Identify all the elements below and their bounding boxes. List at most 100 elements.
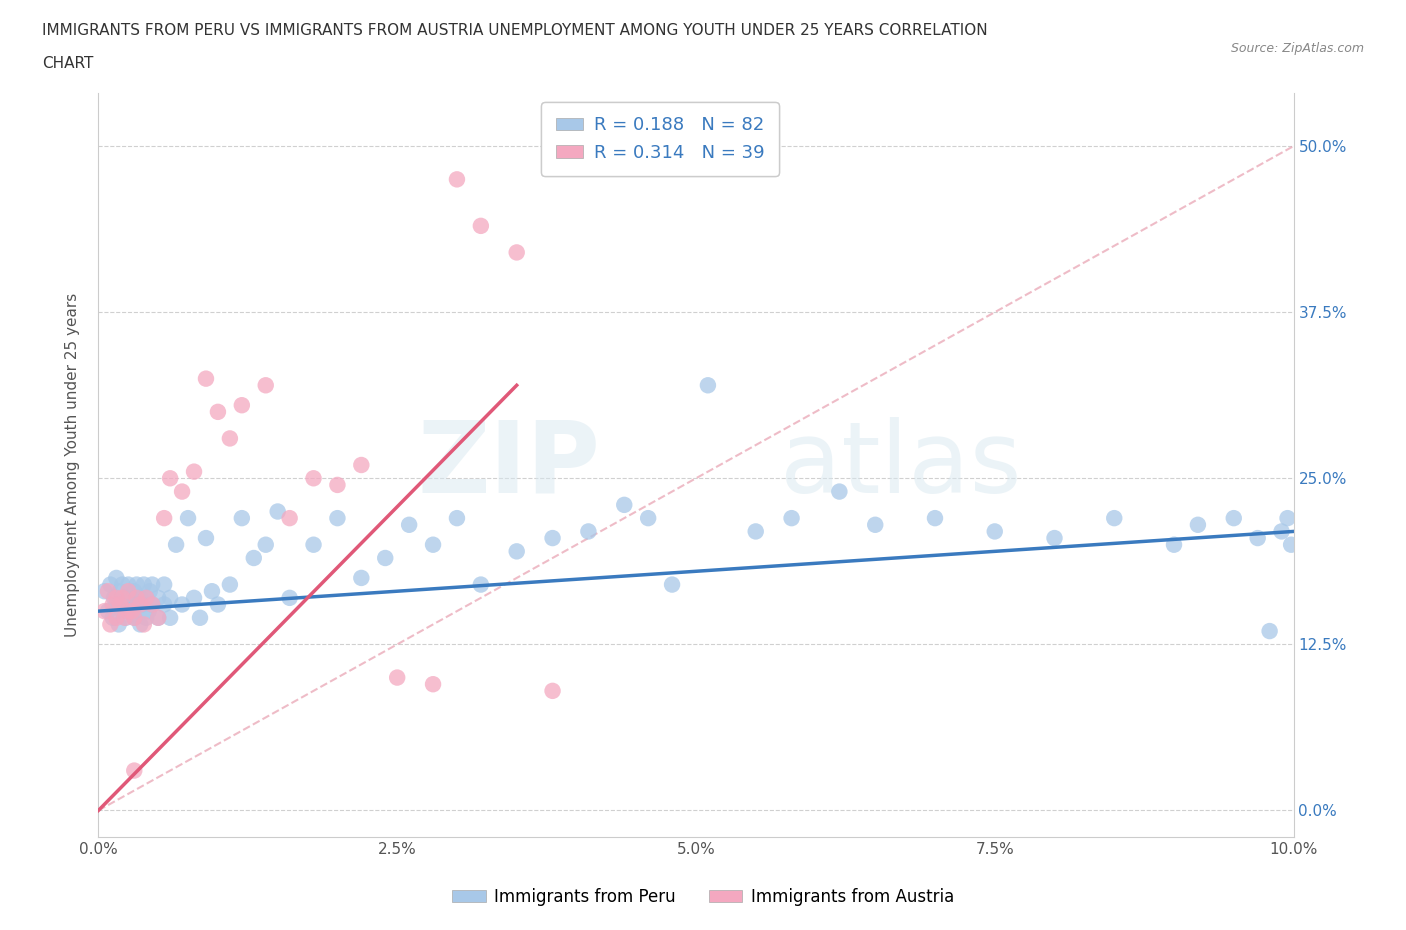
Point — [350, 570, 373, 585]
Point — [124, 584, 146, 599]
Point — [132, 578, 155, 592]
Point — [129, 591, 152, 605]
Point — [103, 591, 125, 605]
Point — [114, 610, 136, 625]
Point — [108, 597, 131, 612]
Point — [422, 677, 444, 692]
Point — [422, 538, 444, 552]
Point — [350, 458, 373, 472]
Point — [177, 511, 200, 525]
Point — [243, 551, 266, 565]
Point — [1271, 524, 1294, 538]
Point — [1043, 531, 1066, 546]
Point — [124, 764, 146, 778]
Point — [98, 617, 122, 631]
Point — [105, 597, 128, 612]
Point — [141, 578, 163, 592]
Point — [506, 245, 529, 259]
Point — [117, 597, 139, 612]
Point — [278, 511, 301, 525]
Point — [121, 604, 143, 618]
Point — [267, 504, 290, 519]
Point — [780, 511, 803, 525]
Point — [131, 597, 153, 612]
Point — [172, 597, 194, 612]
Point — [93, 604, 115, 618]
Point — [613, 498, 636, 512]
Point — [107, 617, 129, 631]
Point — [135, 610, 157, 625]
Point — [132, 617, 155, 631]
Text: Source: ZipAtlas.com: Source: ZipAtlas.com — [1230, 42, 1364, 55]
Legend: Immigrants from Peru, Immigrants from Austria: Immigrants from Peru, Immigrants from Au… — [446, 881, 960, 912]
Point — [135, 591, 157, 605]
Point — [93, 584, 115, 599]
Point — [159, 471, 181, 485]
Point — [278, 591, 301, 605]
Point — [101, 610, 124, 625]
Point — [127, 597, 149, 612]
Point — [1223, 511, 1246, 525]
Point — [470, 219, 492, 233]
Point — [105, 570, 128, 585]
Point — [141, 597, 163, 612]
Point — [120, 591, 142, 605]
Point — [374, 551, 396, 565]
Point — [302, 471, 325, 485]
Point — [446, 511, 468, 525]
Point — [924, 511, 946, 525]
Point — [125, 578, 148, 592]
Point — [207, 405, 229, 419]
Point — [114, 591, 136, 605]
Point — [117, 578, 139, 592]
Point — [398, 517, 420, 532]
Point — [201, 584, 224, 599]
Text: CHART: CHART — [42, 56, 94, 71]
Point — [302, 538, 325, 552]
Point — [117, 604, 139, 618]
Point — [254, 378, 277, 392]
Point — [98, 578, 122, 592]
Point — [1258, 624, 1281, 639]
Point — [153, 511, 176, 525]
Point — [124, 610, 146, 625]
Legend: R = 0.188   N = 82, R = 0.314   N = 39: R = 0.188 N = 82, R = 0.314 N = 39 — [541, 102, 779, 176]
Point — [183, 464, 205, 479]
Point — [1104, 511, 1126, 525]
Point — [1247, 531, 1270, 546]
Point — [183, 591, 205, 605]
Point — [97, 604, 120, 618]
Point — [105, 610, 128, 625]
Point — [111, 591, 134, 605]
Point — [138, 604, 160, 618]
Point — [1279, 538, 1302, 552]
Text: IMMIGRANTS FROM PERU VS IMMIGRANTS FROM AUSTRIA UNEMPLOYMENT AMONG YOUTH UNDER 2: IMMIGRANTS FROM PERU VS IMMIGRANTS FROM … — [42, 23, 988, 38]
Point — [129, 617, 152, 631]
Point — [153, 578, 176, 592]
Point — [111, 604, 134, 618]
Point — [254, 538, 277, 552]
Point — [637, 511, 659, 525]
Y-axis label: Unemployment Among Youth under 25 years: Unemployment Among Youth under 25 years — [65, 293, 80, 637]
Text: atlas: atlas — [779, 417, 1021, 513]
Point — [135, 591, 157, 605]
Point — [172, 485, 194, 499]
Point — [470, 578, 492, 592]
Point — [115, 610, 138, 625]
Point — [219, 578, 242, 592]
Point — [1163, 538, 1185, 552]
Point — [207, 597, 229, 612]
Point — [195, 371, 218, 386]
Point — [121, 604, 143, 618]
Point — [578, 524, 600, 538]
Point — [141, 597, 163, 612]
Point — [159, 591, 181, 605]
Point — [117, 584, 139, 599]
Point — [125, 591, 148, 605]
Point — [219, 431, 242, 445]
Point — [541, 684, 564, 698]
Point — [148, 591, 170, 605]
Point — [697, 378, 720, 392]
Point — [326, 477, 349, 492]
Point — [153, 597, 176, 612]
